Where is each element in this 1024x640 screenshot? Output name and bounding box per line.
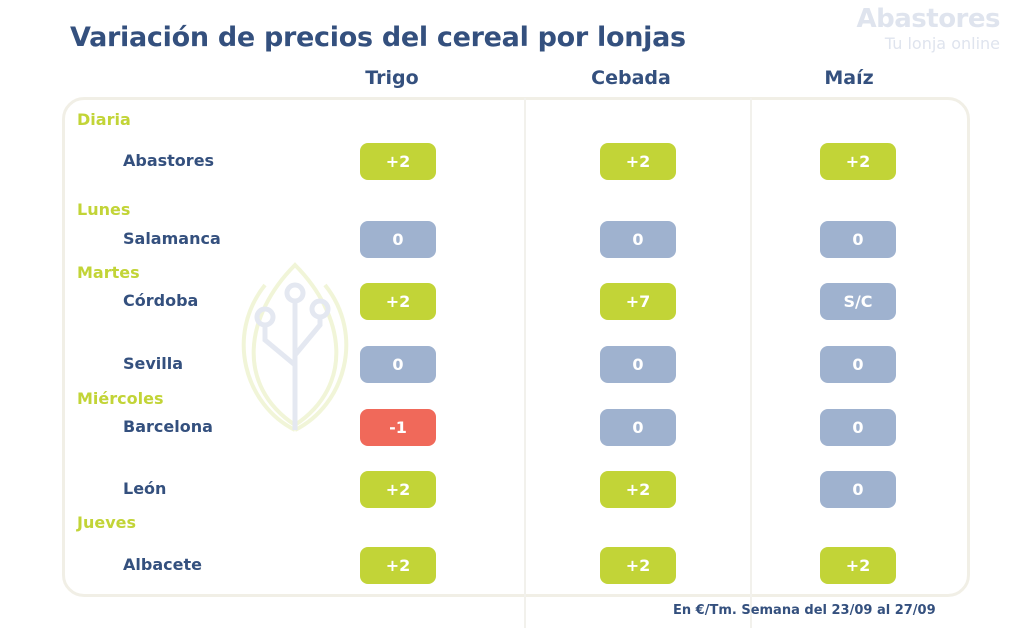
page-title: Variación de precios del cereal por lonj… [70,22,686,53]
value-chip-trigo: +2 [360,547,436,584]
value-chip-maíz: +2 [820,547,896,584]
market-label: Sevilla [123,354,184,373]
market-label: Córdoba [123,291,199,310]
watermark-brand: Abastores [856,4,1001,34]
value-chip-trigo: 0 [360,346,436,383]
value-chip-trigo: +2 [360,471,436,508]
market-label: León [123,479,167,498]
market-label: Salamanca [123,229,221,248]
value-chip-cebada: 0 [600,221,676,258]
value-chip-cebada: 0 [600,409,676,446]
value-chip-maíz: 0 [820,409,896,446]
value-chip-cebada: 0 [600,346,676,383]
value-chip-trigo: -1 [360,409,436,446]
column-divider [750,98,752,628]
day-label: Diaria [77,110,131,129]
column-header-trigo: Trigo [365,67,419,89]
day-label: Martes [77,263,140,282]
value-chip-cebada: +2 [600,471,676,508]
value-chip-cebada: +7 [600,283,676,320]
value-chip-cebada: +2 [600,547,676,584]
day-label: Jueves [77,513,136,532]
market-label: Barcelona [123,417,213,436]
table-card [62,97,970,597]
watermark: Abastores Tu lonja online [700,4,1001,53]
value-chip-trigo: +2 [360,283,436,320]
watermark-tagline: Tu lonja online [884,34,1000,53]
value-chip-maíz: S/C [820,283,896,320]
market-label: Abastores [123,151,215,170]
value-chip-maíz: 0 [820,221,896,258]
value-chip-maíz: +2 [820,143,896,180]
day-label: Miércoles [77,389,164,408]
value-chip-trigo: 0 [360,221,436,258]
value-chip-maíz: 0 [820,471,896,508]
market-label: Albacete [123,555,202,574]
column-header-maiz: Maíz [824,67,874,89]
value-chip-cebada: +2 [600,143,676,180]
value-chip-trigo: +2 [360,143,436,180]
day-label: Lunes [77,200,131,219]
value-chip-maíz: 0 [820,346,896,383]
footnote: En €/Tm. Semana del 23/09 al 27/09 [673,603,936,618]
column-divider [524,98,526,628]
column-header-cebada: Cebada [591,67,671,89]
